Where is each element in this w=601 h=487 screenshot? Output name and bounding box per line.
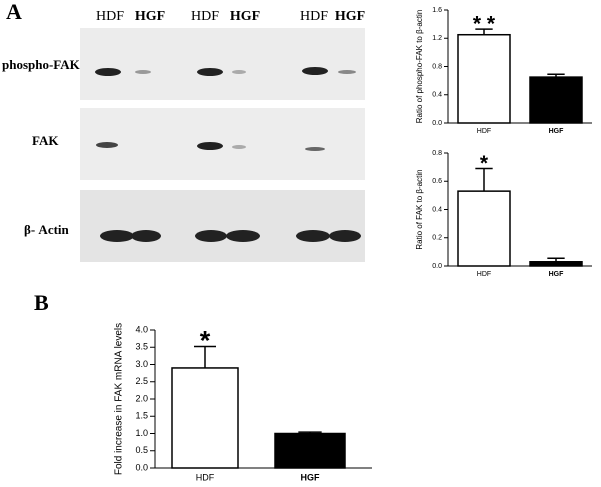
- x-tick-label: HDF: [477, 271, 491, 278]
- y-axis-label: Fold increase in FAK mRNA levels: [114, 323, 125, 475]
- y-tick-label: 1.0: [135, 428, 148, 438]
- blot: [80, 28, 365, 262]
- annotation: * *: [473, 13, 496, 36]
- lane-label: HDF: [191, 9, 219, 24]
- y-axis-label: Ratio of phospho-FAK to β-actin: [415, 10, 424, 124]
- bar: [274, 432, 346, 469]
- blot-strip: [80, 108, 365, 180]
- y-tick-label: 0.4: [432, 206, 442, 213]
- row-label: phospho-FAK: [2, 57, 81, 72]
- x-tick-label: HGF: [301, 472, 321, 482]
- y-tick-label: 3.5: [135, 342, 148, 352]
- bands: [95, 67, 361, 242]
- x-tick-label: HDF: [477, 128, 491, 135]
- annotation: *: [480, 152, 489, 175]
- y-tick-label: 0.0: [432, 120, 442, 127]
- panel-label: A: [6, 0, 22, 24]
- lane-label: HGF: [335, 9, 365, 24]
- y-tick-label: 0.5: [135, 445, 148, 455]
- y-tick-label: 1.5: [135, 411, 148, 421]
- lane-label: HDF: [300, 9, 328, 24]
- y-tick-label: 0.8: [432, 150, 442, 157]
- blot-strip: [80, 28, 365, 100]
- y-tick-label: 3.0: [135, 359, 148, 369]
- annotation: *: [200, 326, 211, 356]
- y-tick-label: 2.0: [135, 393, 148, 403]
- x-tick-label: HDF: [196, 472, 215, 482]
- y-tick-label: 0.0: [135, 462, 148, 472]
- row-label: FAK: [32, 133, 59, 148]
- blot-strip: [80, 190, 365, 262]
- bar: [529, 261, 583, 267]
- bar: [171, 367, 239, 469]
- x-tick-label: HGF: [549, 128, 565, 135]
- y-tick-label: 0.4: [432, 92, 442, 99]
- y-tick-label: 0.8: [432, 63, 442, 70]
- row-label: β- Actin: [24, 222, 70, 237]
- bar: [457, 33, 511, 124]
- lane-label: HGF: [135, 9, 165, 24]
- bar: [529, 76, 583, 124]
- lane-label: HGF: [230, 9, 260, 24]
- y-tick-label: 1.6: [432, 7, 442, 14]
- bar: [457, 190, 511, 267]
- lane-label: HDF: [96, 9, 124, 24]
- y-tick-label: 4.0: [135, 324, 148, 334]
- panel-label: B: [34, 290, 49, 315]
- y-tick-label: 0.0: [432, 263, 442, 270]
- y-tick-label: 0.2: [432, 235, 442, 242]
- y-tick-label: 2.5: [135, 376, 148, 386]
- y-tick-label: 1.2: [432, 35, 442, 42]
- y-axis-label: Ratio of FAK to β-actin: [415, 169, 424, 249]
- y-tick-label: 0.6: [432, 178, 442, 185]
- x-tick-label: HGF: [549, 271, 565, 278]
